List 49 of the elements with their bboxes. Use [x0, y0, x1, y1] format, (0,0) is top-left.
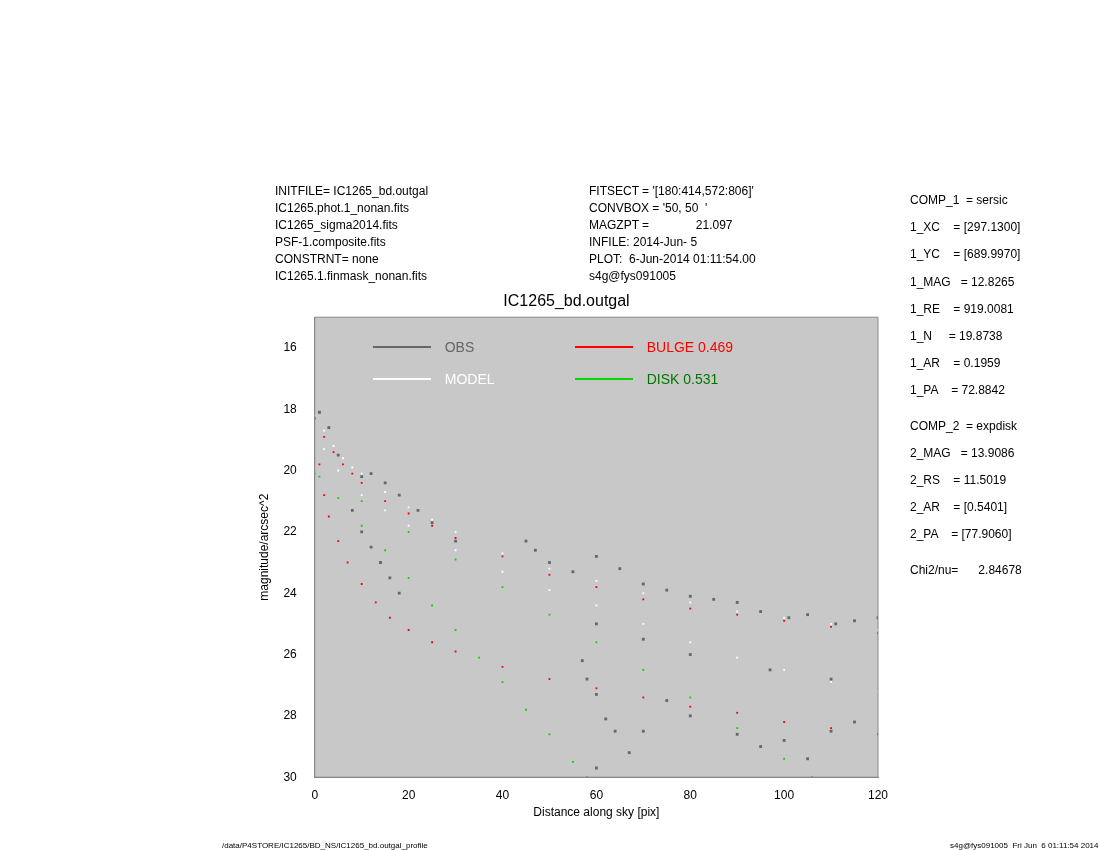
- y-axis-title: magnitude/arcsec^2: [256, 493, 271, 601]
- text: 1_PA = 72.8842: [910, 383, 1005, 398]
- x-tick-label: 0: [311, 787, 319, 802]
- chart-title: IC1265_bd.outgal: [503, 292, 630, 311]
- y-tick-label: 18: [283, 401, 298, 416]
- y-tick-label: 28: [283, 708, 298, 723]
- x-axis-title: Distance along sky [pix]: [533, 805, 660, 820]
- x-tick-label: 20: [401, 787, 416, 802]
- x-tick-label: 100: [774, 787, 795, 802]
- y-tick-label: 24: [283, 585, 298, 600]
- text: PLOT: 6-Jun-2014 01:11:54.00: [589, 252, 756, 266]
- text: IC1265_sigma2014.fits: [275, 218, 398, 232]
- text: PSF-1.composite.fits: [275, 235, 386, 249]
- text: IC1265.1.finmask_nonan.fits: [275, 269, 428, 283]
- text: 1_AR = 0.1959: [910, 356, 1001, 371]
- text: 1_N = 19.8738: [910, 329, 1003, 343]
- y-tick-label: 30: [283, 769, 298, 784]
- y-tick-label: 26: [283, 646, 298, 661]
- x-tick-label: 40: [495, 787, 510, 802]
- text: INITFILE= IC1265_bd.outgal: [275, 184, 429, 198]
- text: 2_AR = [0.5401]: [910, 500, 1008, 515]
- text: /data/P4STORE/IC1265/BD_NS/IC1265_bd.outgal_profile: [222, 840, 428, 850]
- legend-label: DISK 0.531: [646, 371, 719, 388]
- x-tick-label: 60: [589, 787, 604, 802]
- text: 1_XC = [297.1300]: [910, 220, 1021, 235]
- y-tick-label: 20: [283, 462, 298, 477]
- legend-label: OBS: [444, 339, 475, 356]
- text: INFILE: 2014-Jun- 5: [589, 235, 698, 249]
- text: 1_RE = 919.0081: [910, 301, 1014, 316]
- y-tick-label: 16: [283, 340, 298, 355]
- legend-label: BULGE 0.469: [646, 339, 734, 356]
- text: Chi2/nu= 2.84678: [910, 562, 1022, 577]
- text: CONSTRNT= none: [275, 252, 379, 266]
- text: 1_MAG = 12.8265: [910, 274, 1015, 289]
- text: COMP_1 = sersic: [910, 193, 1008, 207]
- text: 2_MAG = 13.9086: [910, 445, 1015, 460]
- text: s4g@fys091005 Fri Jun 6 01:11:54 2014: [950, 840, 1099, 850]
- text: 2_RS = 11.5019: [910, 473, 1007, 487]
- text: COMP_2 = expdisk: [910, 418, 1018, 433]
- text: CONVBOX = '50, 50 ': [589, 201, 708, 215]
- x-tick-label: 80: [683, 787, 698, 802]
- y-tick-label: 22: [283, 524, 298, 539]
- text: IC1265.phot.1_nonan.fits: [275, 201, 410, 215]
- text: FITSECT = '[180:414,572:806]': [589, 184, 754, 198]
- text: 2_PA = [77.9060]: [910, 527, 1012, 542]
- x-tick-label: 120: [867, 787, 889, 802]
- text: 1_YC = [689.9970]: [910, 247, 1021, 262]
- text: s4g@fys091005: [589, 269, 676, 283]
- text: MAGZPT = 21.097: [589, 218, 733, 232]
